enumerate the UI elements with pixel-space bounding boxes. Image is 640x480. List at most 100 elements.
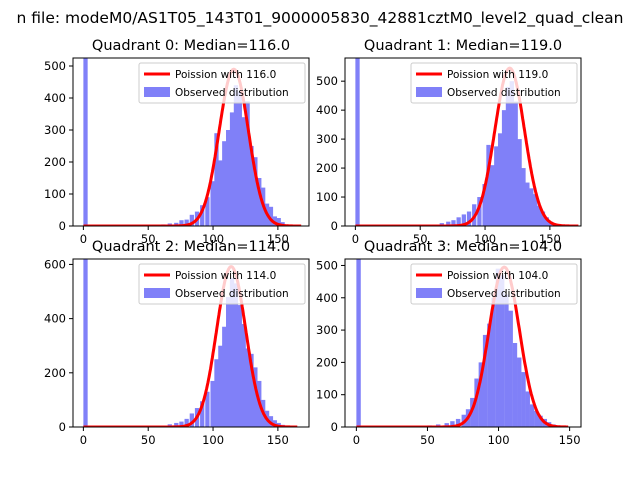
legend: Poission with 104.0 Observed distribution (410, 263, 578, 305)
histogram-bar (184, 418, 189, 427)
histogram-bar (456, 217, 461, 226)
histogram-bar (249, 353, 254, 427)
histogram-bar (451, 220, 456, 226)
poisson-curve (355, 265, 569, 427)
histogram-bar (205, 197, 210, 226)
plot-area (82, 259, 299, 427)
histogram-bar (241, 324, 246, 427)
y-tick-label: 100 (316, 190, 338, 204)
x-tick-label: 50 (413, 232, 428, 246)
y-tick-label: 0 (331, 219, 338, 233)
histogram-bar (356, 259, 361, 427)
histogram-bar (229, 277, 235, 427)
legend-observed-swatch (144, 87, 170, 97)
panel-title: Quadrant 1: Median=119.0 (364, 38, 562, 54)
histogram-bar (241, 117, 246, 226)
y-tick-label: 500 (316, 74, 338, 88)
legend-observed-swatch (416, 288, 442, 298)
x-tick-label: 150 (559, 433, 581, 447)
legend-observed-swatch (144, 288, 170, 298)
axes-frame (72, 57, 310, 227)
x-tick-label: 150 (539, 232, 561, 246)
histogram-bar (200, 401, 205, 427)
figure-suptitle: n file: modeM0/AS1T05_143T01_9000005830_… (17, 9, 624, 28)
histogram-bar (477, 197, 482, 226)
histogram-bar (226, 296, 231, 427)
histogram-bar (237, 91, 242, 226)
histogram-bar (226, 130, 231, 226)
y-tick-label: 500 (316, 258, 338, 272)
histogram-bar (233, 283, 239, 427)
histogram-bar (83, 259, 88, 427)
poisson-curve (354, 66, 580, 226)
x-tick-label: 50 (420, 433, 435, 447)
y-tick-label: 500 (44, 59, 66, 73)
y-tick-label: 200 (44, 366, 66, 380)
histogram-bar (253, 157, 258, 226)
legend-observed-label: Observed distribution (447, 87, 561, 99)
histogram-bar (491, 297, 496, 427)
histogram-bar (210, 181, 215, 226)
x-tick-label: 150 (267, 232, 289, 246)
histogram-bar (490, 165, 495, 226)
poisson-curve (82, 67, 303, 226)
histogram-bar (229, 112, 235, 226)
quadrant-2-panel: 0 50 100 150 0 200 400 600 Quadrant 2: Median=11… (44, 239, 310, 447)
histogram-bar (482, 184, 487, 226)
axes-frame (344, 258, 582, 428)
histogram-bar (487, 323, 492, 427)
quadrant-3-panel: 0 50 100 150 0 100 200 300 400 500 Quadrant 3: Med… (316, 239, 582, 447)
histogram-bar (466, 211, 472, 226)
axes-frame (344, 57, 582, 227)
x-tick-label: 0 (80, 232, 87, 246)
legend-poisson-label: Poission with 116.0 (175, 69, 276, 81)
histogram-bar (245, 101, 250, 226)
histogram-bar (525, 391, 530, 427)
histogram-bar (478, 362, 484, 427)
histogram-bar (444, 423, 449, 427)
histogram-bar (536, 205, 542, 226)
legend-observed-swatch (416, 87, 442, 97)
histogram-bar (499, 275, 505, 427)
histogram-bar (184, 219, 189, 226)
legend-box (138, 62, 306, 104)
quadrant-0-panel: 0 50 100 150 0 100 200 300 400 500 Quadrant 0: Med… (44, 38, 310, 246)
histogram-bar (529, 404, 535, 427)
y-tick-label: 200 (44, 155, 66, 169)
legend: Poission with 116.0 Observed distribution (138, 62, 306, 104)
histogram-bar (495, 268, 501, 427)
histogram-bar (482, 334, 488, 427)
histogram-bar (218, 160, 223, 226)
y-tick-label: 0 (59, 219, 66, 233)
legend-observed-label: Observed distribution (447, 288, 561, 300)
x-tick-label: 100 (202, 433, 224, 447)
x-tick-label: 50 (141, 232, 156, 246)
legend-observed-label: Observed distribution (175, 87, 289, 99)
x-tick-label: 50 (141, 433, 156, 447)
histogram-bar (538, 415, 543, 427)
legend-box (410, 263, 578, 305)
poisson-curve (82, 265, 299, 427)
legend: Poission with 119.0 Observed distribution (410, 62, 578, 104)
histogram-bar (257, 178, 262, 226)
histogram-bar (494, 146, 499, 226)
histogram-bar (486, 144, 491, 226)
plot-area (82, 58, 303, 226)
x-tick-label: 0 (80, 433, 87, 447)
x-tick-label: 100 (488, 433, 510, 447)
histogram-bar (179, 421, 184, 427)
histogram-bar (517, 139, 522, 226)
histogram-bar (517, 357, 522, 427)
histogram-bar (521, 372, 526, 427)
y-tick-label: 100 (316, 388, 338, 402)
histogram-bar (355, 58, 360, 226)
histogram-bar (498, 133, 503, 226)
histogram-bar (189, 214, 194, 226)
histogram-bar (446, 221, 451, 226)
plot-area (355, 259, 569, 427)
histogram-bar (174, 422, 179, 427)
panel-title: Quadrant 0: Median=116.0 (92, 38, 290, 54)
histogram-bar (505, 86, 511, 226)
histogram-bar (512, 343, 518, 427)
histogram-bar (521, 168, 526, 226)
